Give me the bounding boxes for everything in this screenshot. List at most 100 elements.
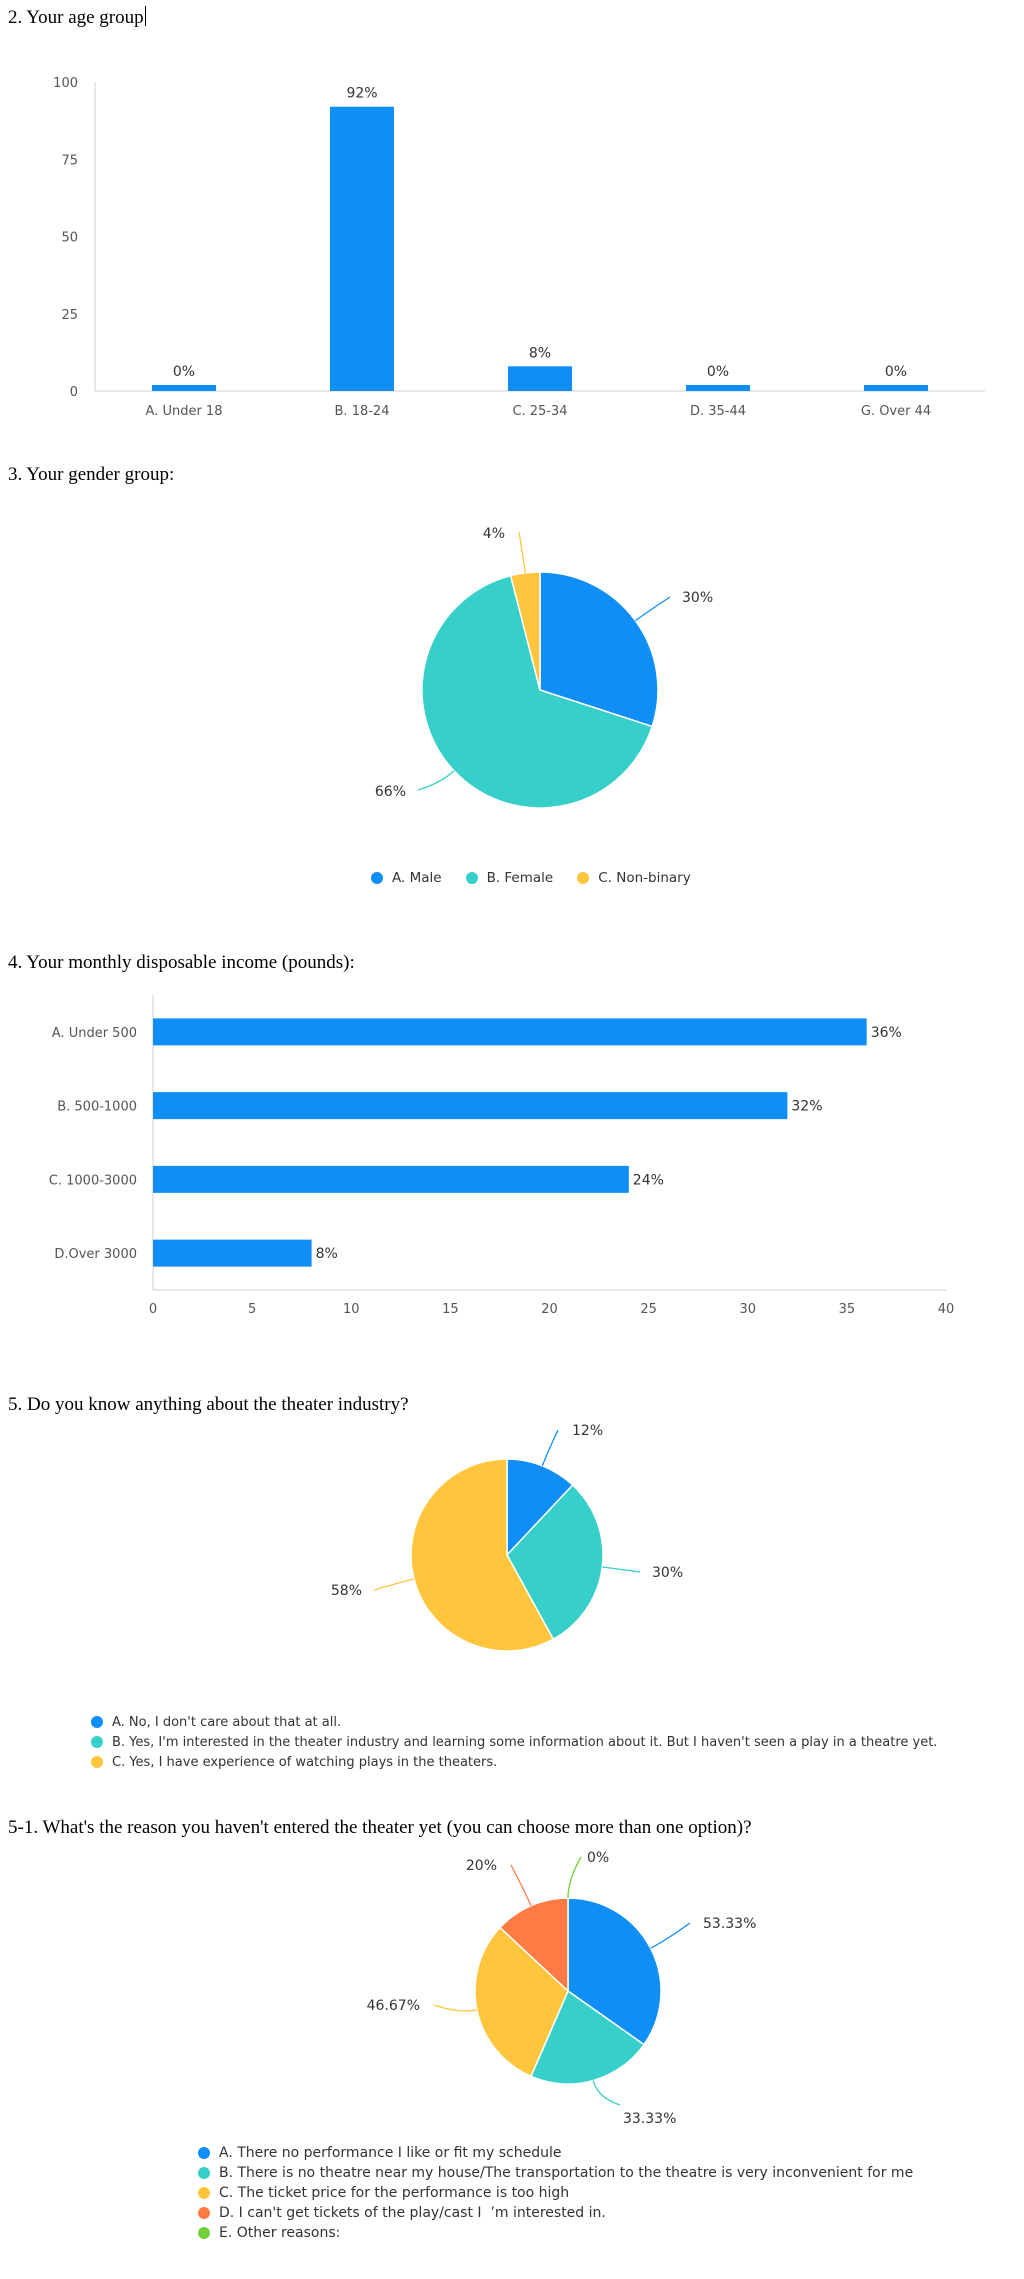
bar xyxy=(330,106,394,391)
pie-slice xyxy=(421,574,654,809)
legend-item: C. Yes, I have experience of watching pl… xyxy=(91,1752,937,1772)
pie-leader-line xyxy=(541,1429,559,1466)
legend-item: B. Female xyxy=(465,868,554,888)
legend-label: A. There no performance I like or fit my… xyxy=(219,2145,562,2161)
pie-slice xyxy=(506,1458,574,1557)
legend-swatch xyxy=(91,1716,103,1728)
pie-value-label: 53.33% xyxy=(703,1916,756,1932)
legend-label: B. Female xyxy=(486,870,554,886)
question-3-title: 3. Your gender group: xyxy=(8,464,175,485)
bar-value-label: 8% xyxy=(316,1246,338,1262)
legend-item: B. There is no theatre near my house/The… xyxy=(198,2163,913,2183)
pie-leader-line xyxy=(602,1566,641,1573)
legend-swatch xyxy=(91,1756,103,1768)
pie-value-label: 12% xyxy=(572,1423,603,1439)
x-tick-label: D. 35-44 xyxy=(690,404,746,419)
pie-value-label: 30% xyxy=(652,1565,683,1581)
x-tick-label: 20 xyxy=(541,1302,558,1317)
y-tick-label: 50 xyxy=(61,231,78,246)
bar-value-label: 24% xyxy=(633,1172,664,1188)
pie-value-label: 46.67% xyxy=(367,1998,420,2014)
legend-label: A. Male xyxy=(392,870,442,886)
x-tick-label: 5 xyxy=(248,1302,256,1317)
reasons-pie-chart: 53.33% 33.33% 46.67% 20% 0% xyxy=(367,1850,757,2127)
legend-item: C. Non-binary xyxy=(577,868,691,888)
legend-label: E. Other reasons: xyxy=(219,2225,341,2241)
x-tick-label: 10 xyxy=(343,1302,360,1317)
pie-value-label: 0% xyxy=(587,1850,609,1866)
reasons-legend: A. There no performance I like or fit my… xyxy=(198,2143,913,2243)
pie-leader-line xyxy=(510,1864,532,1906)
pie-leader-line xyxy=(567,1856,582,1899)
legend-label: A. No, I don't care about that at all. xyxy=(112,1714,342,1730)
legend-label: B. Yes, I'm interested in the theater in… xyxy=(112,1734,938,1750)
x-tick-label: A. Under 18 xyxy=(146,404,223,419)
pie-leader-line xyxy=(518,531,526,574)
bar xyxy=(864,385,928,391)
bar xyxy=(508,366,572,391)
bar-value-label: 8% xyxy=(529,345,551,361)
gender-pie-chart: 30% 66% 4% xyxy=(375,526,713,809)
bar xyxy=(153,1239,312,1267)
pie-slice xyxy=(474,1926,569,2078)
question-5-title: 5. Do you know anything about the theate… xyxy=(8,1394,409,1415)
legend-swatch xyxy=(198,2167,210,2179)
legend-item: A. Male xyxy=(371,868,442,888)
pie-slice xyxy=(498,1897,569,1993)
legend-item: A. There no performance I like or fit my… xyxy=(198,2143,913,2163)
income-bar-chart: 0 5 10 15 20 25 30 35 40 36% A. Under 500 32% B. 500… xyxy=(49,995,955,1317)
bar xyxy=(686,385,750,391)
pie-leader-line xyxy=(635,596,671,622)
bar xyxy=(153,1018,867,1046)
pie-leader-line xyxy=(592,2080,621,2106)
pie-value-label: 4% xyxy=(483,526,505,542)
pie-slice xyxy=(509,571,541,691)
legend-item: D. I can't get tickets of the play/cast … xyxy=(198,2203,913,2223)
pie-leader-line xyxy=(417,770,455,791)
age-group-bar-chart: 0 25 50 75 100 0% A. Under 18 92% B. 18-24 8% C. 2… xyxy=(53,76,985,419)
theater-knowledge-pie-chart: 12% 30% 58% xyxy=(331,1423,683,1652)
x-tick-label: 0 xyxy=(149,1302,157,1317)
pie-slice xyxy=(567,1897,662,2046)
gender-legend: A. Male B. Female C. Non-binary xyxy=(371,868,691,888)
pie-value-label: 33.33% xyxy=(623,2111,676,2127)
x-tick-label: 40 xyxy=(938,1302,955,1317)
y-tick-label: 0 xyxy=(70,385,78,400)
pie-slice xyxy=(529,1989,646,2085)
legend-swatch xyxy=(198,2227,210,2239)
y-tick-label: 75 xyxy=(61,153,78,168)
legend-swatch xyxy=(198,2207,210,2219)
legend-swatch xyxy=(465,872,478,884)
bar xyxy=(153,1165,629,1193)
bar-value-label: 36% xyxy=(871,1025,902,1041)
pie-slice xyxy=(506,1483,604,1641)
x-tick-label: 30 xyxy=(739,1302,756,1317)
y-tick-label: 25 xyxy=(61,308,78,323)
question-4-title: 4. Your monthly disposable income (pound… xyxy=(8,952,355,973)
theater-knowledge-legend: A. No, I don't care about that at all. B.… xyxy=(91,1712,937,1772)
bar-value-label: 0% xyxy=(173,364,195,380)
pie-value-label: 66% xyxy=(375,784,406,800)
pie-value-label: 30% xyxy=(682,590,713,606)
pie-leader-line xyxy=(433,2004,478,2012)
bar xyxy=(152,385,216,391)
legend-label: C. The ticket price for the performance … xyxy=(219,2185,570,2201)
x-tick-label: 25 xyxy=(640,1302,657,1317)
pie-slice xyxy=(539,571,659,728)
legend-label: C. Non-binary xyxy=(598,870,691,886)
bar-value-label: 0% xyxy=(707,364,729,380)
legend-item: B. Yes, I'm interested in the theater in… xyxy=(91,1732,937,1752)
pie-leader-line xyxy=(373,1578,415,1591)
legend-item: A. No, I don't care about that at all. xyxy=(91,1712,937,1732)
x-tick-label: B. 18-24 xyxy=(335,404,390,419)
y-tick-label: C. 1000-3000 xyxy=(49,1173,137,1188)
legend-swatch xyxy=(198,2187,210,2199)
y-tick-label: B. 500-1000 xyxy=(57,1100,137,1115)
pie-value-label: 20% xyxy=(466,1858,497,1874)
text-cursor xyxy=(144,6,146,26)
pie-value-label: 58% xyxy=(331,1583,362,1599)
legend-swatch xyxy=(371,872,383,884)
question-2-title: 2. Your age group xyxy=(8,6,146,28)
bar-value-label: 92% xyxy=(346,86,377,102)
x-tick-label: C. 25-34 xyxy=(512,404,567,419)
